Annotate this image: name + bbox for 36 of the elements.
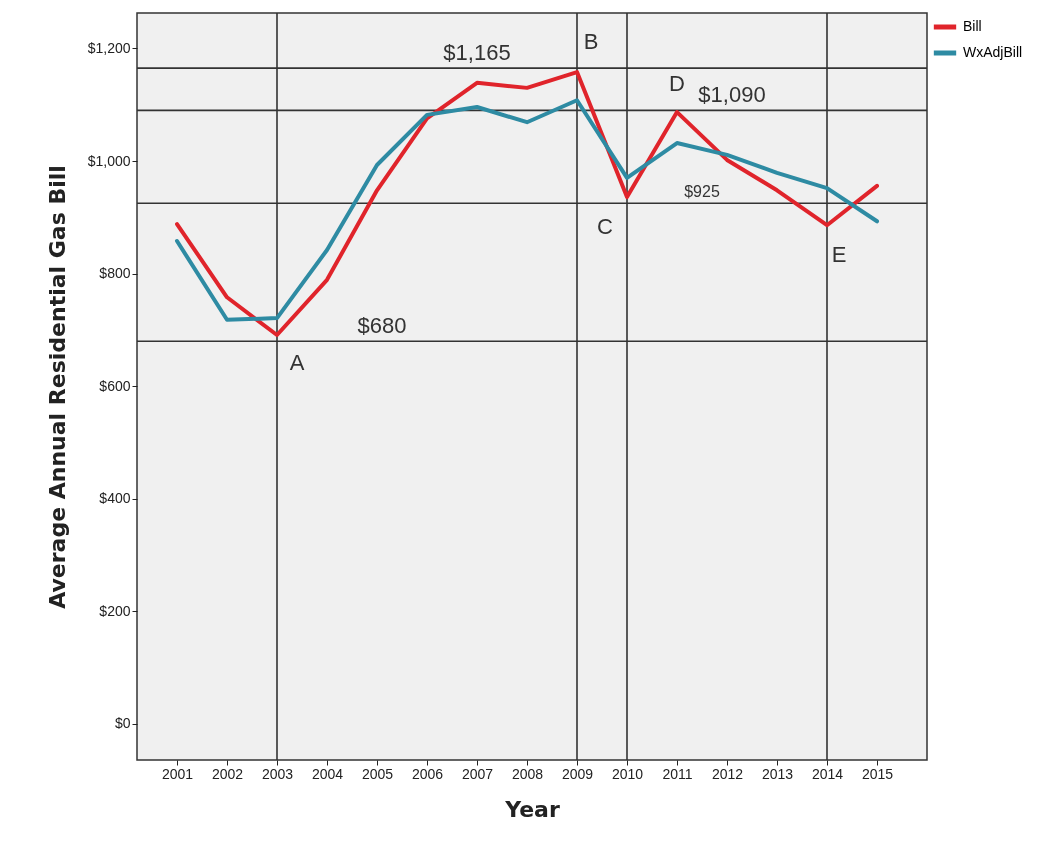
y-axis-title: Average Annual Residential Gas Bill xyxy=(44,165,70,609)
ref-line-label: $1,165 xyxy=(443,40,511,66)
x-tick-label: 2008 xyxy=(511,765,544,782)
y-tick-label: $800 xyxy=(99,265,131,282)
x-tick-label: 2001 xyxy=(161,765,194,782)
annotation: E xyxy=(831,242,847,268)
y-tick-label: $0 xyxy=(114,715,131,732)
x-tick-label: 2015 xyxy=(861,765,894,782)
y-tick-label: $200 xyxy=(99,602,131,619)
annotation: C xyxy=(597,214,614,240)
x-tick-label: 2003 xyxy=(261,765,294,782)
x-tick-label: 2004 xyxy=(311,765,344,782)
x-axis-title: Year xyxy=(504,796,560,822)
x-tick-label: 2005 xyxy=(361,765,394,782)
x-tick-label: 2007 xyxy=(461,765,494,782)
y-tick-label: $600 xyxy=(99,377,131,394)
line-series xyxy=(175,70,879,337)
annotation: A xyxy=(289,349,305,375)
ref-line-label: $1,090 xyxy=(698,82,766,108)
y-tick-label: $1,200 xyxy=(87,39,131,56)
legend-label: Bill xyxy=(963,18,982,34)
x-tick-label: 2011 xyxy=(662,765,693,782)
x-tick-label: 2009 xyxy=(561,765,594,782)
annotation: B xyxy=(583,29,599,55)
y-tick-label: $1,000 xyxy=(87,152,131,169)
ref-line-label: $680 xyxy=(357,313,407,339)
x-tick-label: 2006 xyxy=(411,765,444,782)
x-tick-label: 2014 xyxy=(811,765,844,782)
x-tick-label: 2010 xyxy=(611,765,644,782)
annotation: D xyxy=(669,71,685,97)
ref-line-label: $925 xyxy=(684,183,720,201)
x-tick-label: 2013 xyxy=(761,765,794,782)
y-tick-label: $400 xyxy=(99,490,131,507)
x-tick-label: 2012 xyxy=(711,765,744,782)
legend-label: WxAdjBill xyxy=(963,44,1023,60)
x-tick-label: 2002 xyxy=(211,765,244,782)
